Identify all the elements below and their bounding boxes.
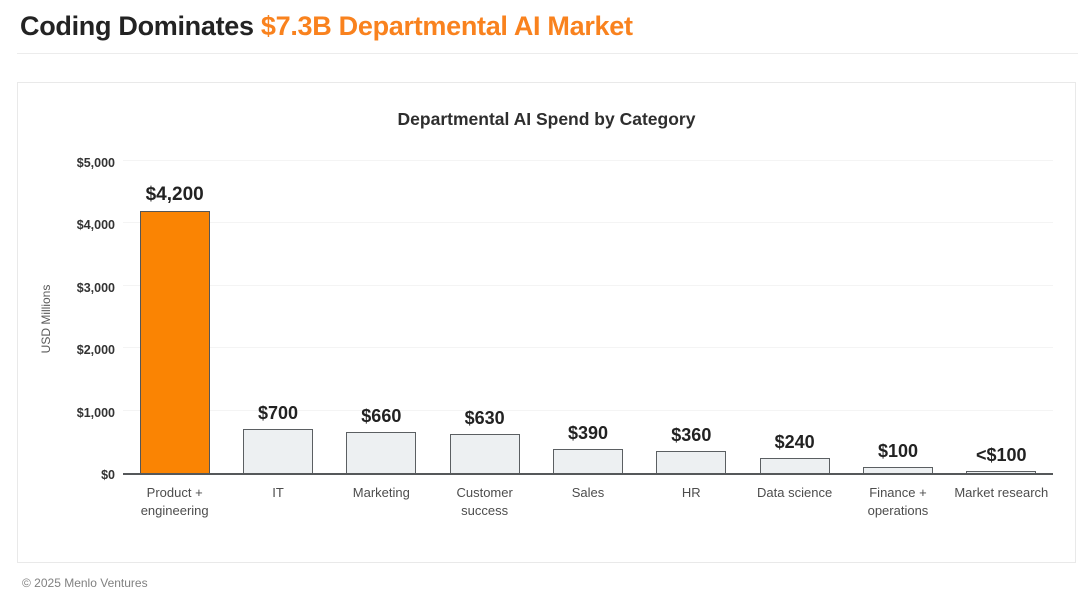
bar-group-it: $700 [226, 163, 329, 473]
bar-group-data-science: $240 [743, 163, 846, 473]
bar-group-customer-success: $630 [433, 163, 536, 473]
copyright: © 2025 Menlo Ventures [22, 576, 148, 590]
y-tick-3000: $3,000 [76, 280, 115, 295]
category-label-customer-success: Customer success [456, 485, 513, 518]
bar-hr [656, 450, 727, 473]
bar-value-label-market-research: <$100 [976, 445, 1027, 466]
bar-group-finance-operations: $100 [846, 163, 949, 473]
x-axis-labels: Product + engineering IT Marketing Customer… [123, 484, 1053, 519]
y-tick-2000: $2,000 [76, 343, 115, 358]
category-label-market-research: Market research [954, 485, 1049, 500]
bar-value-label-sales: $390 [567, 422, 608, 443]
category-label-sales: Sales [571, 485, 605, 500]
bar-group-sales: $390 [536, 163, 639, 473]
plot-area: $4,200 $700 $660 $630 $390 $360 $240 $100 <$100 [123, 160, 1053, 475]
category-label-product-engineering: Product + engineering [140, 485, 209, 518]
category-label-finance-operations: Finance + operations [867, 485, 929, 518]
category-label-it: IT [272, 485, 284, 500]
y-tick-0: $0 [101, 468, 115, 482]
page-title-accent: $7.3B Departmental AI Market [260, 11, 633, 41]
bar-group-hr: $360 [640, 163, 743, 473]
bar-it [242, 429, 313, 473]
category-label-hr: HR [681, 485, 701, 500]
gridline-1000 [123, 409, 1053, 411]
bar-group-marketing: $660 [330, 163, 433, 473]
bar-value-label-data-science: $240 [774, 432, 815, 453]
bars-container: $4,200 $700 $660 $630 $390 $360 $240 $100 <$100 [123, 163, 1053, 473]
header-divider [17, 53, 1078, 54]
bar-market-research [966, 471, 1037, 473]
bar-value-label-marketing: $660 [361, 405, 402, 426]
category-label-data-science: Data science [757, 485, 833, 500]
bar-value-label-hr: $360 [671, 424, 712, 445]
bar-finance-operations [862, 466, 933, 473]
bar-group-market-research: <$100 [950, 163, 1053, 473]
chart-title: Departmental AI Spend by Category [397, 109, 696, 129]
gridline-5000 [123, 160, 1053, 161]
bar-sales [552, 448, 623, 473]
bar-value-label-finance-operations: $100 [877, 440, 918, 461]
bar-value-label-it: $700 [257, 403, 299, 424]
gridline-4000 [123, 222, 1053, 224]
page-title-dark: Coding Dominates [20, 11, 254, 41]
bar-value-label-customer-success: $630 [464, 407, 505, 428]
bar-data-science [759, 458, 830, 473]
y-tick-5000: $5,000 [76, 156, 115, 170]
bar-value-label-product-engineering: $4,200 [145, 183, 204, 205]
bar-marketing [346, 431, 417, 473]
bar-product-engineering [139, 210, 210, 473]
chart-card: Departmental AI Spend by Category USD Mi… [17, 82, 1076, 563]
gridline-2000 [123, 347, 1053, 349]
bar-group-product-engineering: $4,200 [123, 163, 226, 473]
y-tick-1000: $1,000 [76, 405, 115, 420]
gridline-3000 [123, 284, 1053, 286]
y-tick-4000: $4,000 [76, 218, 115, 233]
page-title: Coding Dominates $7.3B Departmental AI M… [20, 11, 633, 42]
category-label-marketing: Marketing [352, 485, 410, 500]
bar-customer-success [449, 433, 520, 473]
